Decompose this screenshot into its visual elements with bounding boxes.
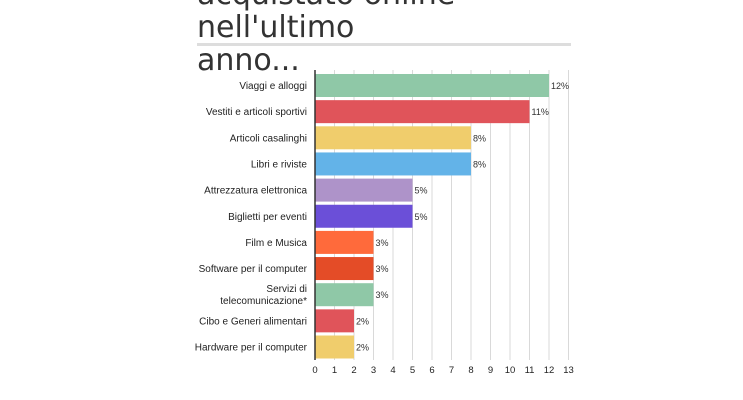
x-tick-label: 8 bbox=[468, 365, 473, 376]
category-label: Viaggi e alloggi bbox=[239, 81, 307, 92]
value-label: 12% bbox=[551, 81, 569, 91]
x-tick-label: 7 bbox=[449, 365, 454, 376]
bar bbox=[315, 257, 374, 281]
x-tick-label: 4 bbox=[390, 365, 395, 376]
x-tick-label: 0 bbox=[312, 365, 317, 376]
bar bbox=[315, 178, 413, 202]
bar bbox=[315, 335, 354, 359]
x-tick-label: 3 bbox=[371, 365, 376, 376]
bar bbox=[315, 100, 530, 124]
value-label: 3% bbox=[376, 264, 389, 274]
value-label: 11% bbox=[532, 107, 549, 117]
x-tick-label: 12 bbox=[544, 365, 555, 376]
category-label: Attrezzatura elettronica bbox=[204, 186, 307, 197]
bar bbox=[315, 204, 413, 228]
value-label: 3% bbox=[376, 290, 389, 300]
bar bbox=[315, 309, 354, 333]
category-label: Articoli casalinghi bbox=[230, 133, 307, 144]
category-label: Hardware per il computer bbox=[195, 343, 308, 354]
value-label: 8% bbox=[473, 159, 486, 169]
bar bbox=[315, 126, 471, 150]
category-label: Servizi di telecomunicazione* bbox=[220, 284, 307, 307]
x-tick-label: 10 bbox=[505, 365, 516, 376]
value-label: 3% bbox=[376, 238, 389, 248]
value-label: 2% bbox=[356, 316, 369, 326]
bar bbox=[315, 283, 374, 307]
x-tick-label: 6 bbox=[429, 365, 434, 376]
category-label: Film e Musica bbox=[245, 238, 307, 249]
x-tick-label: 5 bbox=[410, 365, 415, 376]
title-divider bbox=[197, 43, 571, 46]
category-label: Cibo e Generi alimentari bbox=[199, 316, 307, 327]
value-label: 5% bbox=[415, 212, 428, 222]
bar bbox=[315, 152, 471, 176]
category-label: Biglietti per eventi bbox=[228, 212, 307, 223]
category-label: Vestiti e articoli sportivi bbox=[206, 107, 307, 118]
bar bbox=[315, 230, 374, 254]
x-tick-label: 2 bbox=[351, 365, 356, 376]
value-label: 5% bbox=[415, 186, 428, 196]
category-label: Software per il computer bbox=[199, 264, 308, 275]
bar bbox=[315, 74, 549, 97]
value-label: 2% bbox=[356, 343, 369, 353]
x-tick-label: 13 bbox=[563, 365, 574, 376]
x-tick-label: 9 bbox=[488, 365, 493, 376]
value-label: 8% bbox=[473, 133, 486, 143]
x-tick-label: 1 bbox=[332, 365, 337, 376]
category-label: Libri e riviste bbox=[251, 159, 308, 170]
chart-title: acquistato online nell'ultimo anno... bbox=[197, 0, 455, 78]
x-tick-label: 11 bbox=[525, 365, 535, 376]
